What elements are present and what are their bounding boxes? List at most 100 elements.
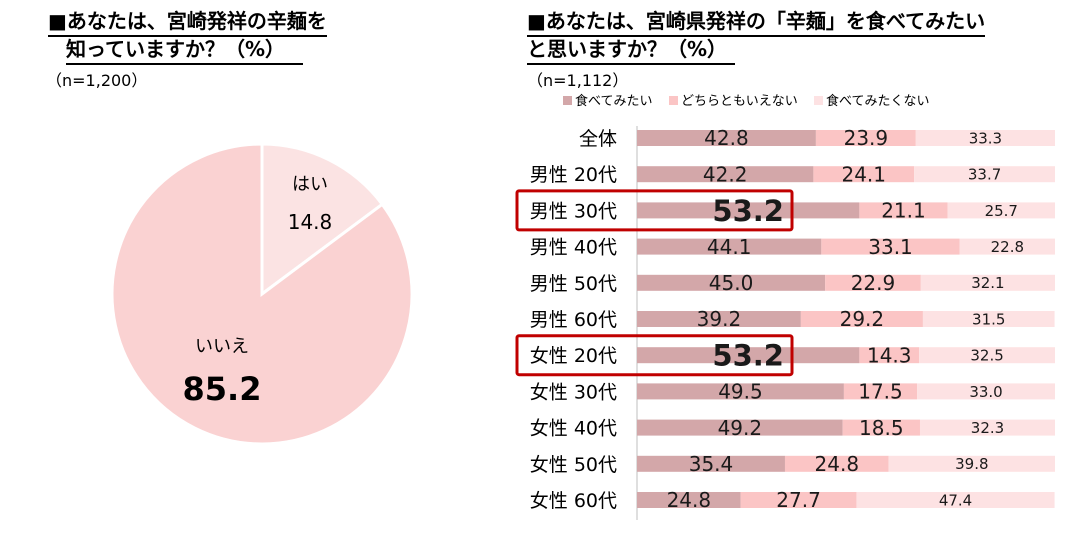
bar-value-label: 44.1 [707,235,752,259]
bar-segment [919,347,1055,364]
category-label: 男性 60代 [530,309,617,331]
bar-value-label: 24.1 [841,162,886,186]
bar-value-label: 49.2 [718,416,763,440]
bar-segment [637,383,844,400]
bar-segment [637,238,822,255]
bar-segment [842,419,920,436]
pie-sample-size: （n=1,200） [46,71,148,90]
bar-title-line1: ■あなたは、宮崎県発祥の「辛麺」を食べてみたい [527,9,986,37]
category-label: 女性 60代 [530,490,617,512]
bar-segment [637,166,814,183]
bar-segment [915,130,1055,146]
bar-segment [914,166,1055,183]
legend-swatch-3 [814,96,823,105]
bar-segment [637,347,860,364]
bar-value-label: 31.5 [972,310,1005,328]
legend-label-3: 食べてみたくない [826,93,929,109]
bar-value-label: 14.3 [867,343,912,367]
pie-value-no: 85.2 [183,370,262,408]
bar-segment [637,202,860,219]
bar-value-label: 32.1 [971,274,1004,292]
bar-value-label: 23.9 [844,126,889,150]
bar-value-label: 33.1 [868,235,913,259]
bar-segment [843,383,918,400]
category-label: 男性 40代 [530,237,617,259]
bar-title-line2: と思いますか？（%） [527,37,736,65]
bar-segment [740,492,857,508]
bar-value-label: 49.5 [718,380,763,404]
legend-label-2: どちらともいえない [681,94,798,109]
bar-segment [637,274,826,291]
bar-value-label: 24.8 [815,452,860,476]
bar-segment [813,166,915,183]
bar-segment [637,419,843,436]
pie-title-line2: 知っていますか？（%） [66,37,304,65]
bar-segment [815,130,916,146]
pie-title-line1: ■あなたは、宮崎発祥の辛麺を [48,9,327,37]
bar-segment [959,238,1055,255]
bar-value-label: 24.8 [667,488,712,512]
bar-value-label: 33.0 [969,383,1002,401]
pie-label-yes: はい [292,174,328,195]
bar-segment [859,202,948,219]
bar-value-label: 29.2 [840,307,885,331]
legend-swatch-2 [669,96,678,105]
pie-chart: はい 14.8 いいえ 85.2 [110,142,414,446]
bar-value-label: 39.8 [955,455,988,473]
bar-segment [637,130,816,146]
bar-value-label: 53.2 [712,194,784,228]
bar-segment [825,274,921,291]
bar-value-label: 39.2 [697,307,742,331]
bar-sample-size: （n=1,112） [527,71,629,90]
bar-segment [800,311,923,327]
category-label: 男性 30代 [530,200,617,222]
highlight-box [515,189,794,232]
bar-segment [637,311,801,327]
pie-slice-no [110,142,414,446]
pie-slice-yes [260,142,385,297]
bar-title: ■あなたは、宮崎県発祥の「辛麺」を食べてみたい と思いますか？（%） [527,9,986,65]
bar-segment [922,311,1055,327]
pie-label-no: いいえ [195,336,249,357]
bar-segment [888,455,1055,472]
category-label: 男性 20代 [530,164,617,186]
bar-segment [856,492,1055,508]
bar-segment [821,238,960,255]
bar-value-label: 25.7 [985,202,1018,220]
bar-value-label: 21.1 [881,199,926,223]
legend-swatch-1 [563,96,572,105]
bar-value-label: 45.0 [709,271,754,295]
bar-segment [637,455,785,472]
bar-value-label: 33.3 [969,129,1002,147]
category-label: 女性 30代 [530,381,617,403]
bar-segment [947,202,1055,219]
bar-segment [784,455,889,472]
bar-value-label: 22.8 [991,238,1024,256]
category-label: 女性 50代 [530,454,617,476]
pie-title: ■あなたは、宮崎発祥の辛麺を 知っていますか？（%） [48,9,327,65]
bar-segment [637,492,741,508]
bar-value-label: 22.9 [851,271,896,295]
bar-value-label: 35.4 [689,452,734,476]
bar-value-label: 53.2 [712,339,784,373]
bar-segment [919,419,1055,436]
bar-segment [920,274,1055,291]
bar-value-label: 17.5 [858,380,903,404]
category-label: 女性 40代 [530,418,617,440]
bar-segment [859,347,920,364]
pie-value-yes: 14.8 [288,210,333,234]
category-label: 女性 20代 [530,345,617,367]
bar-value-label: 18.5 [859,416,904,440]
legend-label-1: 食べてみたい [575,93,652,109]
bar-value-label: 27.7 [776,488,821,512]
bar-value-label: 32.3 [971,419,1004,437]
bar-value-label: 42.8 [704,126,749,150]
bar-value-label: 42.2 [703,162,748,186]
bar-value-label: 33.7 [968,166,1001,184]
bar-value-label: 47.4 [939,491,972,509]
category-label: 全体 [579,128,617,150]
bar-value-label: 32.5 [970,347,1003,365]
highlight-box [515,334,794,377]
bar-segment [917,383,1055,400]
